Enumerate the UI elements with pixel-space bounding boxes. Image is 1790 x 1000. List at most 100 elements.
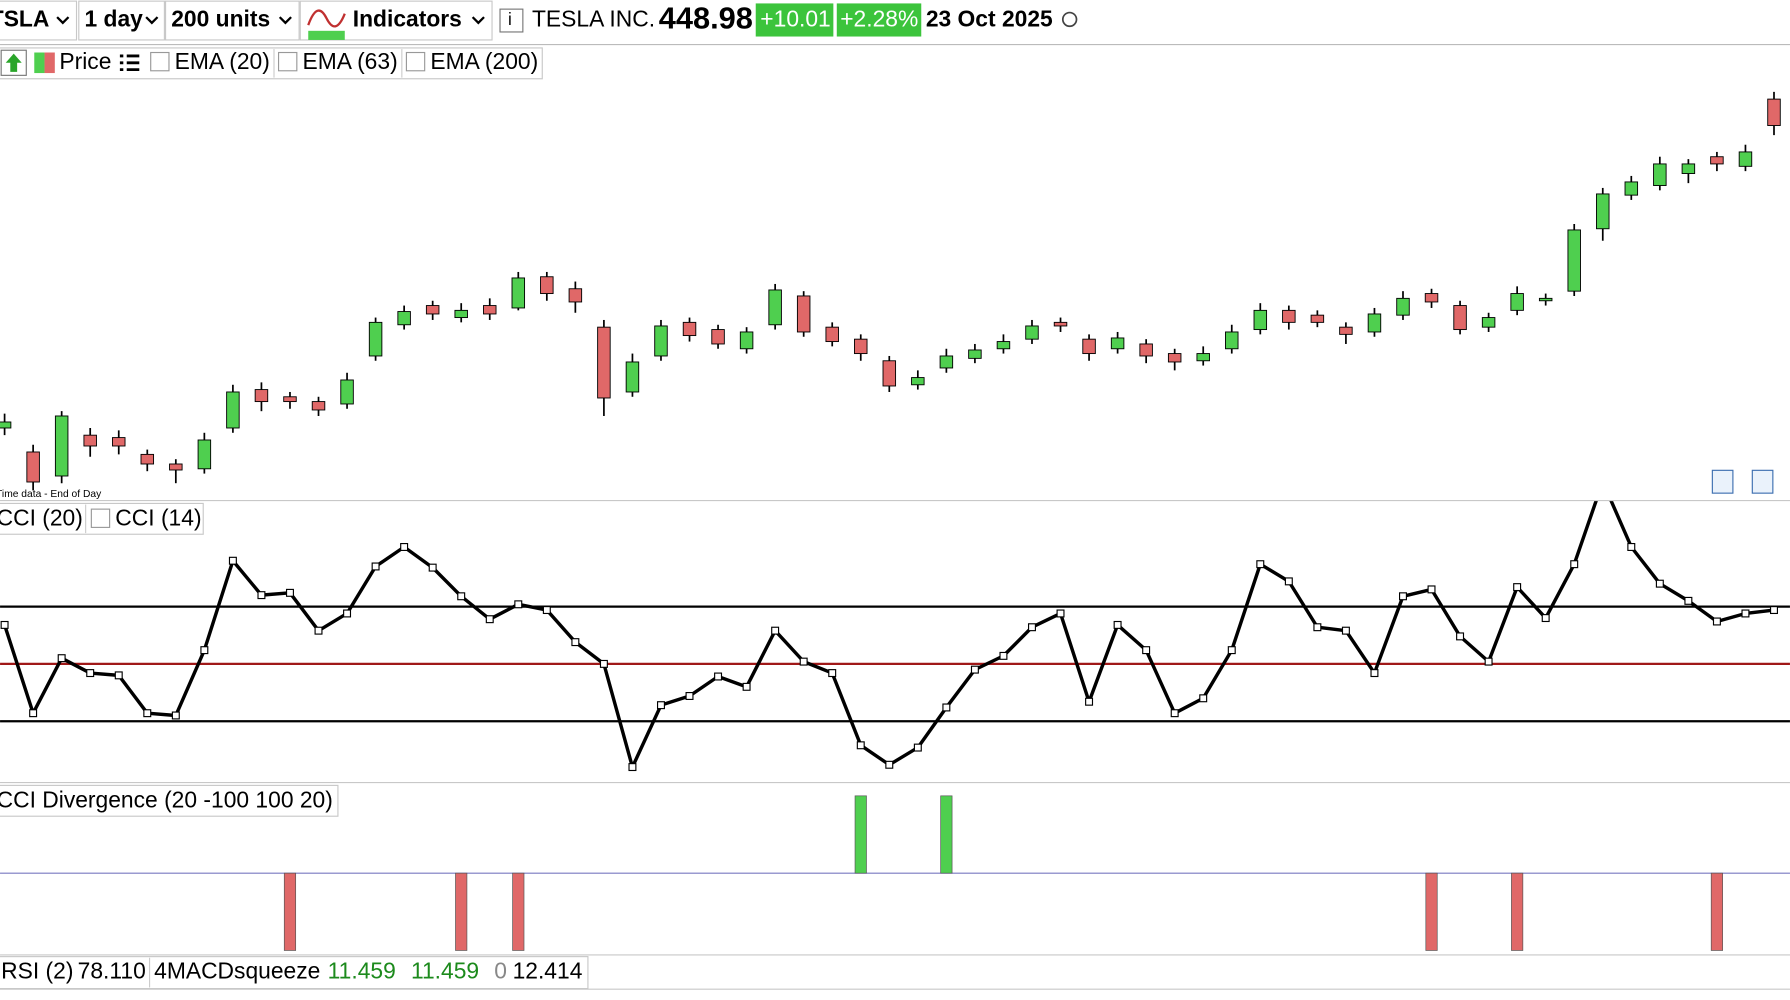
candle-body [1538,297,1553,302]
divergence-bar [512,872,525,951]
legend-entry[interactable]: CCI (14) [115,504,201,530]
chevron[interactable] [278,16,292,25]
indicators[interactable]: Indicators [353,6,462,32]
cci-point [143,709,152,718]
ema-label[interactable]: EMA (63) [303,48,398,74]
indicator-icon[interactable] [307,9,346,28]
cci-point [656,701,665,710]
cci-point [1256,560,1265,569]
chevron[interactable] [471,16,485,25]
candle-body [368,321,383,357]
indicator-icon[interactable] [308,30,345,40]
checkbox[interactable] [90,508,111,528]
candle-body [1567,229,1581,292]
last-price: 448.98 [659,1,753,36]
status-dot [1061,11,1078,28]
cci-point [485,615,494,624]
cci-point [1484,657,1493,666]
cci-point [285,588,294,597]
candle-body [1453,305,1467,331]
candle-body [882,360,897,387]
candle-body [1253,309,1268,331]
candle-body [1738,151,1753,167]
cci-point [913,743,922,752]
macd-value: 0 [494,958,507,984]
cci-point [371,562,380,571]
cci-point [1284,577,1293,586]
candle-body [1167,353,1182,363]
cci-point [200,646,209,655]
period[interactable]: 1 day [84,6,143,32]
cci-point [1227,646,1236,655]
cci-point [428,563,437,572]
cci-point [1341,626,1350,635]
panel-icon[interactable] [1711,469,1734,494]
candle-body [540,276,554,295]
candle-body [454,309,468,319]
candle-body [1025,325,1039,340]
divergence-bar [1425,872,1438,951]
checkbox[interactable] [277,51,298,72]
cci-point [1313,623,1322,632]
watermark: RealTime data - End of Day [0,489,102,500]
chevron[interactable] [145,16,159,25]
cci-point [970,665,979,674]
ema-label[interactable]: EMA (20) [175,48,270,74]
divergence-bar [1710,872,1723,951]
price-label[interactable]: Price [59,48,111,74]
toolbar: TSLA 1 day 200 units Indicators i TESLA … [0,0,1790,46]
arrow-icon[interactable] [5,53,22,72]
list-icon[interactable] [119,54,140,72]
candle-body [968,349,982,359]
macd-label[interactable]: 4MACDsqueeze [154,958,320,984]
candle-body [1624,181,1639,196]
candle-body [939,355,954,369]
checkbox[interactable] [405,51,426,72]
candle-body [996,341,1011,350]
cci-point [1398,592,1407,601]
candle-body [483,305,497,315]
legend-bar: Price EMA (20) EMA (63) EMA (200) [0,47,543,80]
units[interactable]: 200 units [171,6,270,32]
cci-point [714,672,723,681]
candle-body [568,288,583,303]
rsi-label[interactable]: RSI (2) [1,958,73,984]
candle-body [654,325,668,357]
panel-icon[interactable] [1751,469,1774,494]
candle-body [1596,193,1610,230]
info-icon[interactable] [499,8,524,33]
change-pct: +2.28% [840,6,918,32]
candle-body [1653,163,1667,186]
candle-body [682,321,697,337]
cci-point [771,626,780,635]
candle-body [1681,163,1696,174]
checkbox[interactable] [150,51,170,72]
candle-body [311,401,326,411]
units-select[interactable] [164,0,300,41]
cci-point [314,626,323,635]
chevron[interactable] [56,16,70,25]
ema-label[interactable]: EMA (200) [430,48,538,74]
candle-body [54,415,69,477]
cci-point [942,703,951,712]
legend-entry[interactable]: CCI (20) [0,504,83,530]
price-icon[interactable] [34,52,45,74]
candle-body [511,277,526,309]
cci-point [1541,614,1550,623]
cci-point [685,692,694,700]
cci-point [599,659,608,668]
divergence-title[interactable]: CCI Divergence (20 -100 100 20) [0,786,333,812]
candle-body [597,326,611,399]
info-glyph[interactable]: i [508,10,512,29]
cci-panel [0,501,1790,772]
candle-body [796,295,811,333]
cci-point [799,657,808,666]
cci-point [1684,596,1693,605]
candle-body [1767,98,1781,126]
cci-point [171,711,180,720]
candle-body [1339,326,1353,335]
symbol[interactable]: TSLA [0,6,49,32]
candle-body [283,396,297,403]
footer-box [0,956,589,990]
price-icon[interactable] [44,52,55,74]
